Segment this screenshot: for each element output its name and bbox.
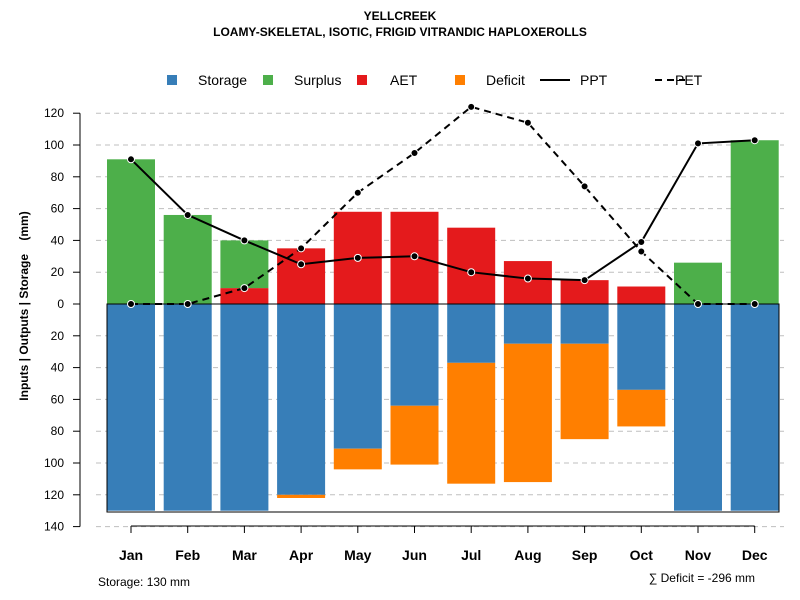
deficit-bar	[617, 389, 666, 427]
surplus-bar	[730, 140, 779, 304]
surplus-bar	[220, 240, 269, 289]
deficit-note: ∑ Deficit = -296 mm	[649, 571, 755, 585]
pet-point	[694, 300, 702, 308]
ppt-point	[127, 155, 135, 164]
chart-title: YELLCREEK	[364, 9, 437, 23]
storage-bar	[390, 304, 439, 406]
x-tick-label: Dec	[742, 547, 768, 563]
aet-bar	[560, 280, 609, 304]
y-tick-label: 120	[44, 488, 64, 502]
pet-point	[127, 300, 135, 308]
deficit-bar	[560, 343, 609, 440]
x-tick-label: Sep	[572, 547, 598, 563]
x-tick-label: Nov	[685, 547, 712, 563]
storage-bar	[333, 304, 382, 449]
pet-point	[240, 284, 249, 293]
y-axis-title: Inputs | Outputs | Storage (mm)	[17, 211, 31, 400]
x-tick-label: Mar	[232, 547, 257, 563]
x-tick-label: Jul	[461, 547, 481, 563]
ppt-point	[637, 237, 646, 246]
pet-point	[297, 244, 306, 253]
aet-bar	[617, 286, 666, 304]
y-tick-label: 60	[51, 392, 65, 406]
legend-swatch	[455, 75, 465, 85]
legend-swatch	[357, 75, 367, 85]
surplus-bar	[674, 262, 722, 304]
storage-bar	[220, 304, 269, 511]
storage-bar	[277, 304, 326, 495]
y-tick-label: 80	[51, 170, 65, 184]
ppt-line	[130, 139, 755, 282]
legend-swatch	[167, 75, 177, 85]
storage-note: Storage: 130 mm	[98, 575, 190, 589]
surplus-bar	[107, 159, 155, 304]
ppt-point	[523, 274, 532, 283]
x-tick-label: Oct	[630, 547, 654, 563]
legend-label: Deficit	[486, 72, 525, 88]
storage-bar	[107, 304, 155, 511]
y-tick-label: 40	[51, 361, 65, 375]
deficit-bar	[277, 494, 326, 498]
deficit-bar	[333, 448, 382, 470]
x-tick-label: Jun	[402, 547, 427, 563]
storage-bar	[163, 304, 212, 511]
x-tick-label: Aug	[514, 547, 541, 563]
legend-label: PET	[675, 72, 703, 88]
legend-label: Storage	[198, 72, 247, 88]
y-tick-label: 120	[44, 106, 64, 120]
ppt-point	[240, 236, 249, 245]
y-tick-label: 20	[51, 329, 65, 343]
y-tick-label: 0	[57, 297, 64, 311]
pet-point	[183, 300, 192, 308]
pet-point	[353, 188, 362, 197]
y-tick-label: 60	[51, 202, 65, 216]
surplus-bar	[163, 214, 212, 304]
pet-line	[131, 105, 755, 305]
ppt-point	[580, 276, 589, 285]
storage-bar	[560, 304, 609, 344]
storage-bar	[617, 304, 666, 390]
x-tick-label: Jan	[119, 547, 143, 563]
ppt-point	[750, 136, 759, 145]
legend-label: Surplus	[294, 72, 341, 88]
ppt-point	[410, 252, 419, 261]
storage-bar	[503, 304, 552, 344]
y-tick-label: 100	[44, 138, 64, 152]
pet-point	[410, 148, 419, 157]
x-tick-label: Feb	[175, 547, 200, 563]
ppt-point	[353, 253, 362, 262]
ppt-point	[467, 268, 476, 277]
y-tick-label: 140	[44, 520, 64, 534]
y-tick-label: 100	[44, 456, 64, 470]
legend-label: PPT	[580, 72, 608, 88]
legend-swatch	[263, 75, 273, 85]
pet-point	[523, 118, 532, 127]
x-tick-label: Apr	[289, 547, 314, 563]
pet-point	[580, 182, 589, 191]
aet-bar	[447, 227, 496, 304]
pet-point	[637, 247, 646, 256]
y-tick-label: 40	[51, 233, 65, 247]
y-tick-label: 80	[51, 424, 65, 438]
ppt-point	[297, 260, 306, 269]
deficit-bar	[447, 362, 496, 484]
pet-point	[750, 300, 759, 308]
x-tick-label: May	[344, 547, 371, 563]
storage-bar	[730, 304, 779, 511]
deficit-bar	[503, 343, 552, 483]
deficit-bar	[390, 405, 439, 465]
ppt-point	[183, 210, 192, 219]
y-tick-label: 20	[51, 265, 65, 279]
pet-point	[467, 102, 476, 111]
ppt-point	[694, 139, 702, 148]
chart-subtitle: LOAMY-SKELETAL, ISOTIC, FRIGID VITRANDIC…	[213, 25, 587, 39]
storage-bar	[674, 304, 722, 511]
storage-bar	[447, 304, 496, 363]
legend-label: AET	[390, 72, 418, 88]
